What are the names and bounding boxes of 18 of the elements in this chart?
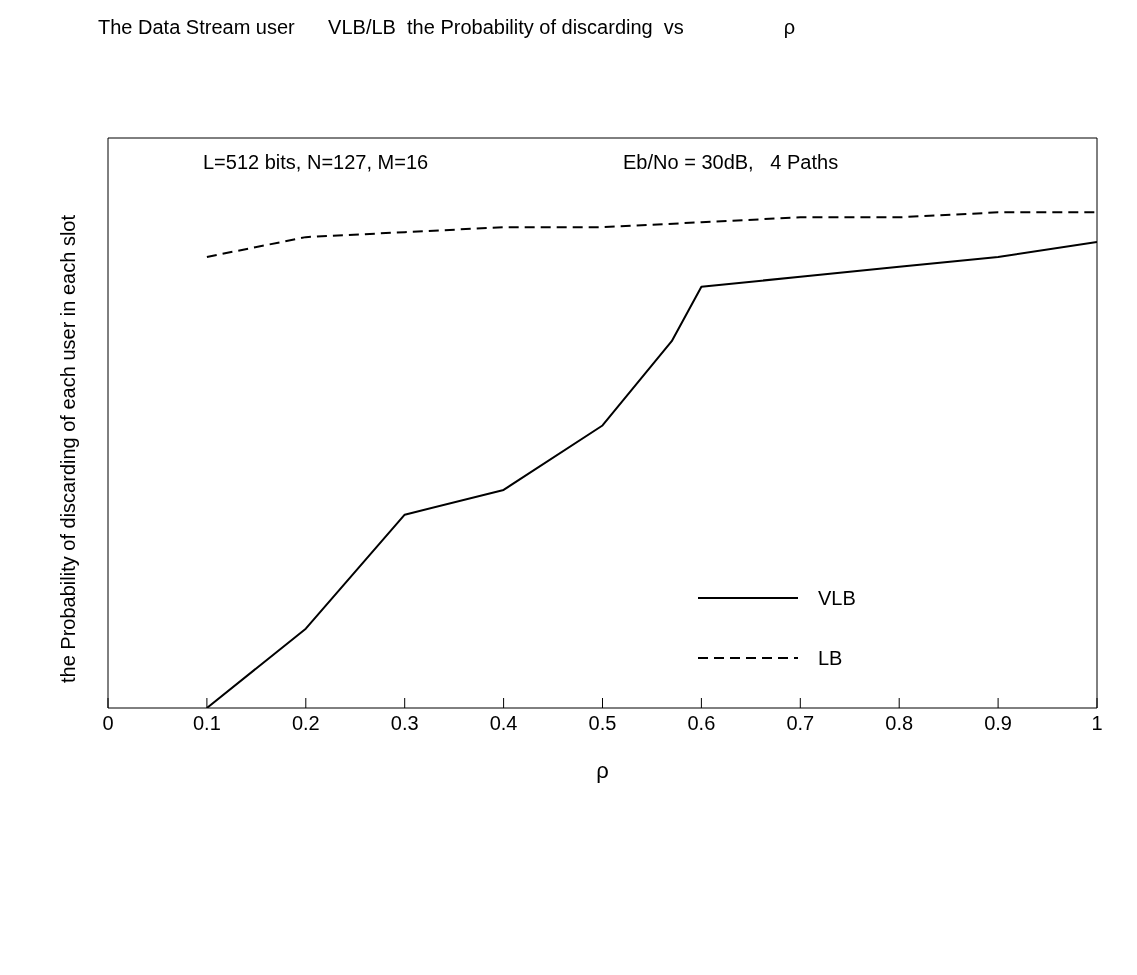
y-axis-title: the Probability of discarding of each user in each slot [57, 214, 80, 683]
x-tick-label: 0.8 [885, 712, 914, 735]
x-tick-label: 0.1 [192, 712, 221, 735]
x-tick-label: 1 [1091, 712, 1103, 735]
x-tick-label: 0.2 [291, 712, 320, 735]
x-tick-label: 0.4 [489, 712, 518, 735]
x-tick-label: 0.9 [984, 712, 1013, 735]
x-tick-label: 0 [102, 712, 114, 735]
legend-label: LB [818, 646, 843, 670]
x-tick-label: 0.7 [786, 712, 815, 735]
x-axis-title: ρ [596, 758, 609, 783]
x-tick-label: 0.3 [390, 712, 419, 735]
text: L=512 bits, N=127, M=16 [203, 151, 429, 174]
chart-title: The Data Stream user VLB/LB the Probability of discarding vs ρ [98, 16, 796, 39]
legend-label: VLB [818, 586, 856, 610]
x-tick-label: 0.5 [588, 712, 617, 735]
text: Eb/No = 30dB, 4 Paths [623, 151, 839, 174]
x-tick-label: 0.6 [687, 712, 716, 735]
